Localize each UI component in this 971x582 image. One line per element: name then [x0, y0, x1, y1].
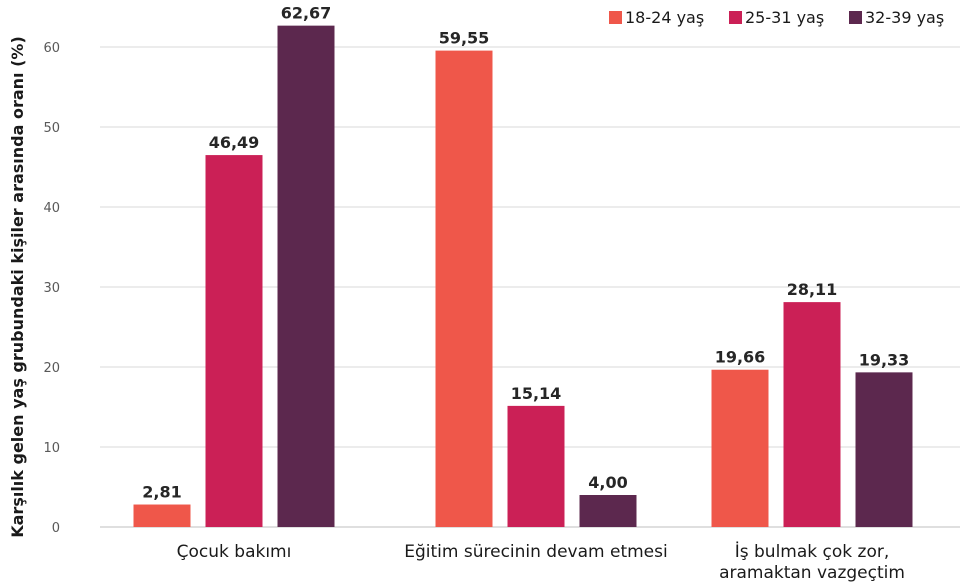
data-label: 28,11: [787, 280, 838, 299]
category-label: aramaktan vazgeçtim: [719, 563, 905, 582]
category-label: Çocuk bakımı: [177, 542, 292, 562]
category-label: İş bulmak çok zor,: [735, 541, 890, 562]
bar: [277, 25, 335, 527]
data-label: 4,00: [588, 473, 627, 492]
data-label: 62,67: [281, 4, 332, 23]
bar: [133, 504, 191, 527]
legend-label: 25-31 yaş: [745, 8, 824, 27]
y-tick-label: 10: [43, 441, 60, 456]
data-label: 46,49: [209, 133, 260, 152]
y-tick-label: 40: [43, 201, 60, 216]
bar: [435, 50, 493, 527]
legend-item: 25-31 yaş: [729, 8, 824, 27]
bar: [855, 372, 913, 527]
y-axis-ticks: 0 10 20 30 40 50 60: [43, 41, 60, 536]
bar: [507, 405, 565, 527]
bar: [205, 155, 263, 527]
data-label: 15,14: [511, 384, 562, 403]
data-label: 19,33: [859, 350, 910, 369]
bar: [579, 495, 637, 527]
y-axis-title: Karşılık gelen yaş grubundaki kişiler ar…: [8, 36, 27, 538]
y-tick-label: 30: [43, 281, 60, 296]
legend-item: 18-24 yaş: [609, 8, 704, 27]
data-label: 59,55: [439, 29, 490, 48]
data-label: 2,81: [142, 483, 181, 502]
legend-label: 32-39 yaş: [865, 8, 944, 27]
legend-swatch: [849, 11, 862, 24]
y-tick-label: 50: [43, 121, 60, 136]
legend-swatch: [729, 11, 742, 24]
bars: [133, 25, 913, 527]
category-label: Eğitim sürecinin devam etmesi: [404, 542, 667, 562]
legend-swatch: [609, 11, 622, 24]
legend-label: 18-24 yaş: [625, 8, 704, 27]
y-tick-label: 0: [52, 521, 60, 536]
data-labels: 2,81 59,55 19,66 46,49 15,14 28,11 62,67 4,00 19…: [142, 4, 909, 502]
legend: 18-24 yaş 25-31 yaş 32-39 yaş: [609, 8, 944, 27]
bar: [783, 302, 841, 527]
bar: [711, 369, 769, 527]
legend-item: 32-39 yaş: [849, 8, 944, 27]
data-label: 19,66: [715, 348, 766, 367]
y-tick-label: 60: [43, 41, 60, 56]
y-tick-label: 20: [43, 361, 60, 376]
x-axis-categories: Çocuk bakımı Eğitim sürecinin devam etmes…: [177, 541, 905, 582]
